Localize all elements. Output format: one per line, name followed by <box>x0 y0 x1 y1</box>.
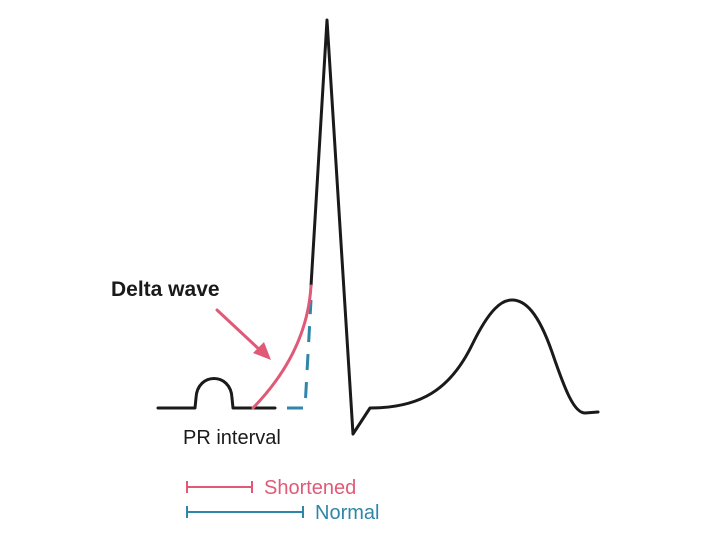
delta-wave-curve <box>251 284 313 410</box>
delta-wave-arrowhead <box>253 342 271 360</box>
qrs-t-trace <box>309 18 600 436</box>
legend-shortened: Shortened <box>186 477 356 499</box>
legend-shortened-label: Shortened <box>264 477 356 499</box>
delta-wave-label: Delta wave <box>111 278 220 301</box>
pr-interval-label: PR interval <box>183 427 281 449</box>
p-wave-segment <box>156 377 277 410</box>
legend-normal: Normal <box>186 502 379 524</box>
normal-upstroke-dashed <box>287 299 313 410</box>
delta-wave-arrow <box>215 308 264 354</box>
legend-normal-label: Normal <box>315 502 379 524</box>
